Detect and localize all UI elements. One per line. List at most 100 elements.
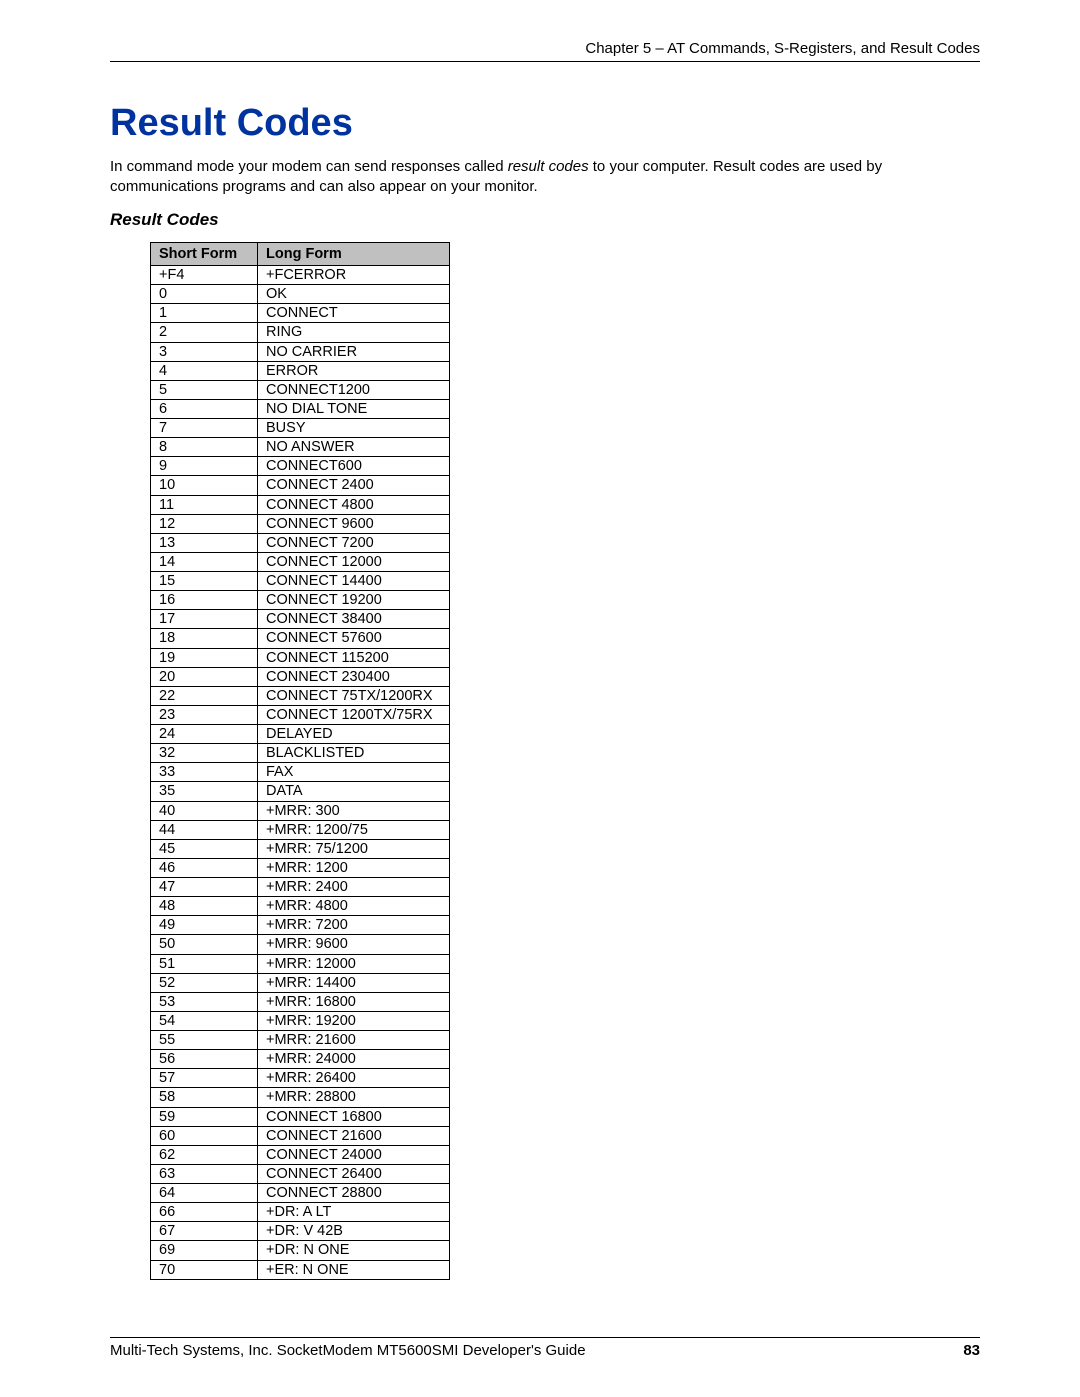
- table-row: 52+MRR: 14400: [151, 973, 450, 992]
- table-row: 51+MRR: 12000: [151, 954, 450, 973]
- short-form-cell: 18: [151, 629, 258, 648]
- short-form-cell: 8: [151, 438, 258, 457]
- short-form-cell: 24: [151, 725, 258, 744]
- long-form-cell: +MRR: 24000: [258, 1050, 450, 1069]
- long-form-cell: CONNECT 230400: [258, 667, 450, 686]
- short-form-cell: 69: [151, 1241, 258, 1260]
- table-row: 63CONNECT 26400: [151, 1164, 450, 1183]
- long-form-cell: +MRR: 21600: [258, 1031, 450, 1050]
- table-row: 35DATA: [151, 782, 450, 801]
- long-form-cell: +MRR: 28800: [258, 1088, 450, 1107]
- long-form-cell: +MRR: 1200/75: [258, 820, 450, 839]
- table-row: 70+ER: N ONE: [151, 1260, 450, 1279]
- short-form-cell: 13: [151, 533, 258, 552]
- table-row: 67+DR: V 42B: [151, 1222, 450, 1241]
- long-form-cell: RING: [258, 323, 450, 342]
- short-form-cell: 1: [151, 304, 258, 323]
- table-row: 13CONNECT 7200: [151, 533, 450, 552]
- table-row: 0OK: [151, 285, 450, 304]
- short-form-cell: 45: [151, 839, 258, 858]
- short-form-cell: 9: [151, 457, 258, 476]
- short-form-cell: 10: [151, 476, 258, 495]
- short-form-cell: 50: [151, 935, 258, 954]
- table-row: 57+MRR: 26400: [151, 1069, 450, 1088]
- short-form-cell: 40: [151, 801, 258, 820]
- table-row: 3NO CARRIER: [151, 342, 450, 361]
- table-row: 50+MRR: 9600: [151, 935, 450, 954]
- table-row: 58+MRR: 28800: [151, 1088, 450, 1107]
- page-title: Result Codes: [110, 102, 980, 145]
- short-form-cell: 19: [151, 648, 258, 667]
- short-form-cell: 2: [151, 323, 258, 342]
- short-form-cell: 3: [151, 342, 258, 361]
- short-form-cell: 58: [151, 1088, 258, 1107]
- long-form-cell: BLACKLISTED: [258, 744, 450, 763]
- short-form-cell: 12: [151, 514, 258, 533]
- long-form-cell: CONNECT 24000: [258, 1145, 450, 1164]
- long-form-cell: +MRR: 1200: [258, 858, 450, 877]
- long-form-cell: +MRR: 9600: [258, 935, 450, 954]
- long-form-cell: BUSY: [258, 419, 450, 438]
- short-form-cell: 66: [151, 1203, 258, 1222]
- long-form-cell: CONNECT 75TX/1200RX: [258, 686, 450, 705]
- long-form-cell: CONNECT 21600: [258, 1126, 450, 1145]
- col-header-short: Short Form: [151, 243, 258, 266]
- short-form-cell: 46: [151, 858, 258, 877]
- table-row: 14CONNECT 12000: [151, 552, 450, 571]
- table-row: 40+MRR: 300: [151, 801, 450, 820]
- short-form-cell: 6: [151, 399, 258, 418]
- table-row: 11CONNECT 4800: [151, 495, 450, 514]
- short-form-cell: 59: [151, 1107, 258, 1126]
- long-form-cell: OK: [258, 285, 450, 304]
- short-form-cell: 55: [151, 1031, 258, 1050]
- short-form-cell: 22: [151, 686, 258, 705]
- table-row: 53+MRR: 16800: [151, 992, 450, 1011]
- long-form-cell: ERROR: [258, 361, 450, 380]
- table-row: 16CONNECT 19200: [151, 591, 450, 610]
- table-row: 6NO DIAL TONE: [151, 399, 450, 418]
- table-row: 19CONNECT 115200: [151, 648, 450, 667]
- long-form-cell: CONNECT 4800: [258, 495, 450, 514]
- short-form-cell: 20: [151, 667, 258, 686]
- long-form-cell: +MRR: 14400: [258, 973, 450, 992]
- short-form-cell: 14: [151, 552, 258, 571]
- table-row: 23CONNECT 1200TX/75RX: [151, 705, 450, 724]
- long-form-cell: +DR: A LT: [258, 1203, 450, 1222]
- table-row: 1CONNECT: [151, 304, 450, 323]
- table-row: 7BUSY: [151, 419, 450, 438]
- table-row: 60CONNECT 21600: [151, 1126, 450, 1145]
- short-form-cell: 32: [151, 744, 258, 763]
- long-form-cell: +DR: N ONE: [258, 1241, 450, 1260]
- footer-text: Multi-Tech Systems, Inc. SocketModem MT5…: [110, 1342, 586, 1359]
- chapter-header: Chapter 5 – AT Commands, S-Registers, an…: [110, 40, 980, 62]
- result-codes-table: Short Form Long Form +F4+FCERROR0OK1CONN…: [150, 242, 450, 1280]
- long-form-cell: +MRR: 300: [258, 801, 450, 820]
- long-form-cell: +FCERROR: [258, 266, 450, 285]
- short-form-cell: 62: [151, 1145, 258, 1164]
- table-row: 44+MRR: 1200/75: [151, 820, 450, 839]
- table-header-row: Short Form Long Form: [151, 243, 450, 266]
- table-row: +F4+FCERROR: [151, 266, 450, 285]
- table-row: 47+MRR: 2400: [151, 878, 450, 897]
- table-row: 66+DR: A LT: [151, 1203, 450, 1222]
- short-form-cell: 17: [151, 610, 258, 629]
- table-row: 59CONNECT 16800: [151, 1107, 450, 1126]
- short-form-cell: 49: [151, 916, 258, 935]
- short-form-cell: 63: [151, 1164, 258, 1183]
- long-form-cell: CONNECT 38400: [258, 610, 450, 629]
- short-form-cell: 57: [151, 1069, 258, 1088]
- long-form-cell: CONNECT1200: [258, 380, 450, 399]
- long-form-cell: CONNECT 26400: [258, 1164, 450, 1183]
- long-form-cell: CONNECT600: [258, 457, 450, 476]
- table-row: 22CONNECT 75TX/1200RX: [151, 686, 450, 705]
- table-row: 17CONNECT 38400: [151, 610, 450, 629]
- short-form-cell: 64: [151, 1184, 258, 1203]
- table-row: 56+MRR: 24000: [151, 1050, 450, 1069]
- long-form-cell: CONNECT 28800: [258, 1184, 450, 1203]
- long-form-cell: DELAYED: [258, 725, 450, 744]
- long-form-cell: CONNECT 12000: [258, 552, 450, 571]
- long-form-cell: CONNECT 9600: [258, 514, 450, 533]
- long-form-cell: +ER: N ONE: [258, 1260, 450, 1279]
- table-row: 20CONNECT 230400: [151, 667, 450, 686]
- long-form-cell: CONNECT 7200: [258, 533, 450, 552]
